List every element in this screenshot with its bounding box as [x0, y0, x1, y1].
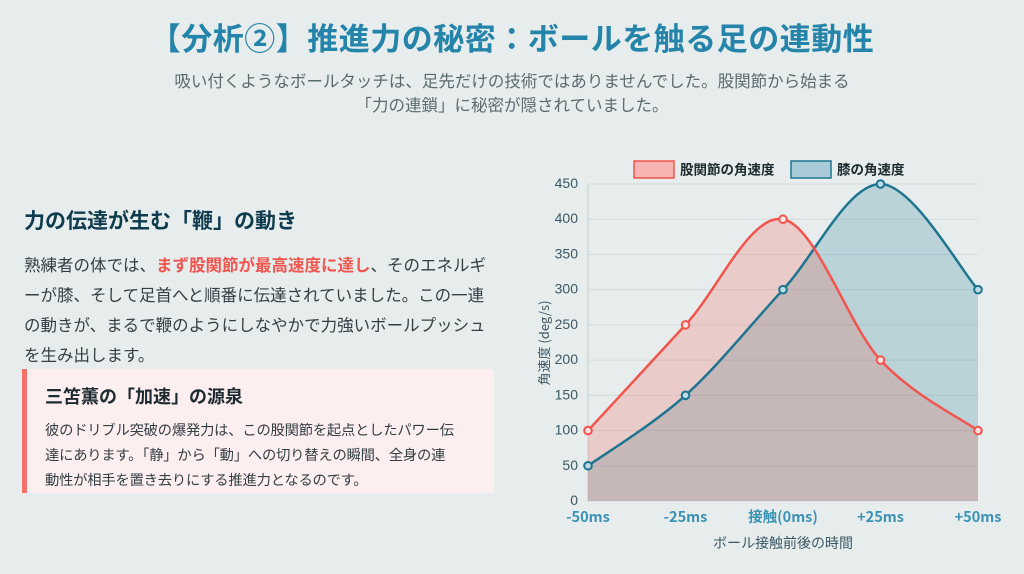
- svg-text:股関節の角速度: 股関節の角速度: [680, 159, 775, 179]
- svg-text:300: 300: [555, 281, 579, 297]
- svg-text:200: 200: [555, 351, 579, 367]
- svg-text:ボール接触前後の時間: ボール接触前後の時間: [713, 533, 853, 553]
- svg-text:50: 50: [562, 457, 578, 473]
- svg-text:+50ms: +50ms: [955, 506, 1002, 527]
- svg-text:150: 150: [555, 386, 579, 402]
- svg-text:-50ms: -50ms: [566, 506, 610, 527]
- svg-text:+25ms: +25ms: [857, 506, 904, 527]
- svg-text:250: 250: [555, 316, 579, 332]
- svg-text:400: 400: [555, 210, 579, 226]
- svg-text:100: 100: [555, 422, 579, 438]
- svg-text:-25ms: -25ms: [664, 506, 708, 527]
- svg-text:膝の角速度: 膝の角速度: [837, 159, 905, 179]
- svg-text:接触(0ms): 接触(0ms): [748, 506, 818, 527]
- svg-text:350: 350: [555, 245, 579, 261]
- svg-text:角速度 (deg/s): 角速度 (deg/s): [534, 300, 553, 385]
- svg-text:450: 450: [555, 175, 579, 191]
